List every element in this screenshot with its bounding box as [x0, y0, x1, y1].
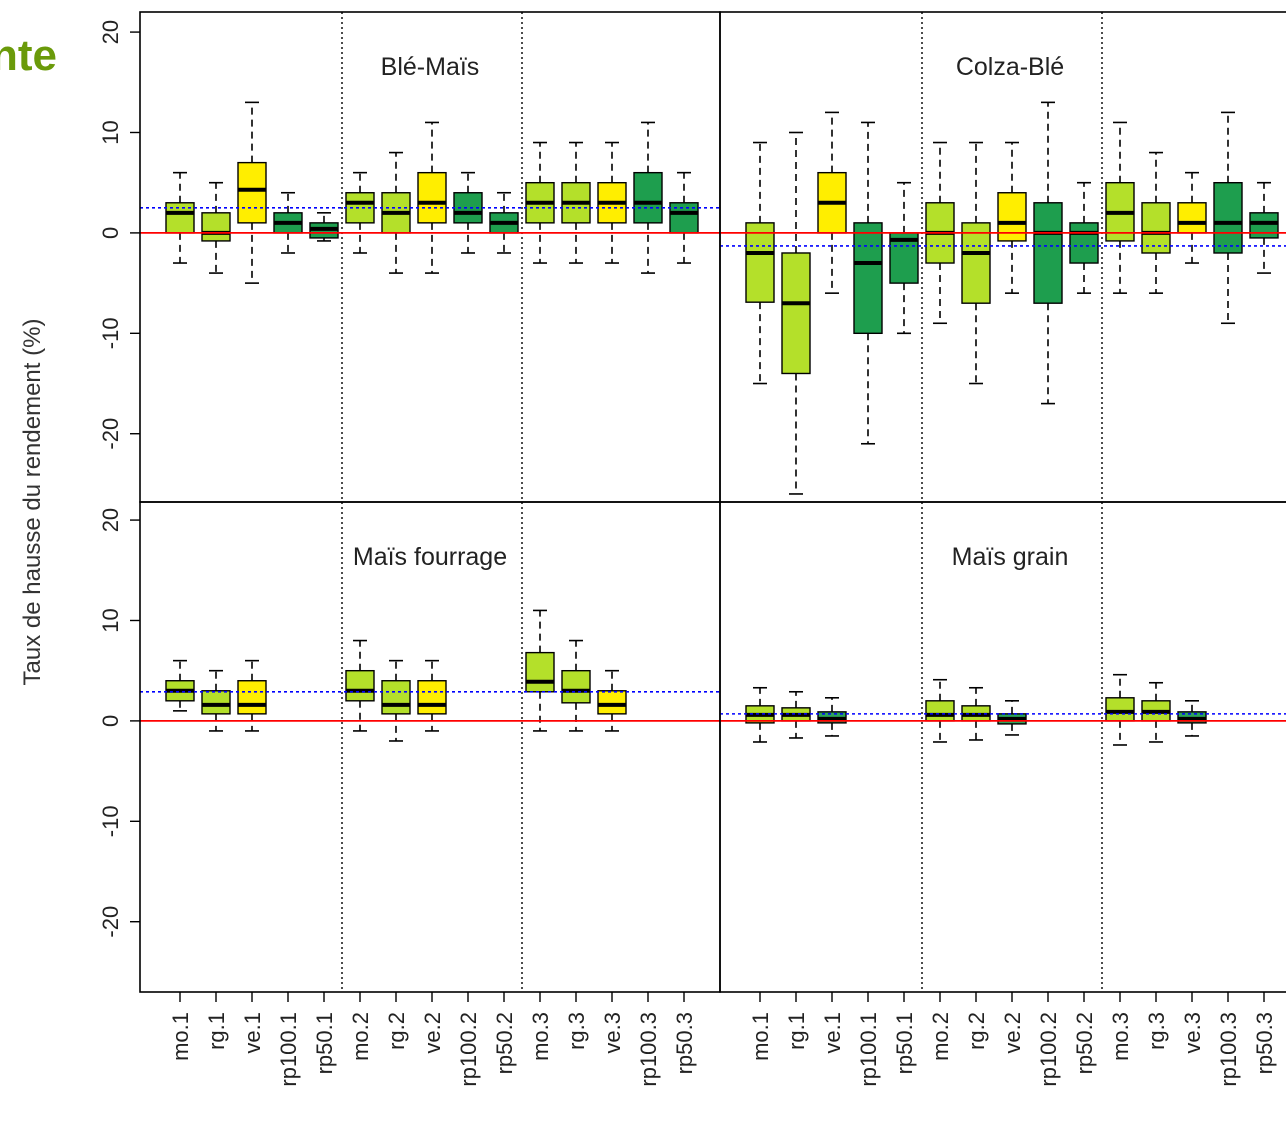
x-tick-label: rg.1: [784, 1012, 809, 1050]
x-tick-label: ve.2: [1000, 1012, 1025, 1054]
x-tick-label: rp50.1: [312, 1012, 337, 1074]
x-tick-label: rp50.3: [672, 1012, 697, 1074]
x-tick-label: rp100.1: [856, 1012, 881, 1087]
box: [525, 651, 555, 693]
x-tick-label: ve.3: [600, 1012, 625, 1054]
x-tick-label: ve.1: [820, 1012, 845, 1054]
x-tick-label: rp100.2: [1036, 1012, 1061, 1087]
x-tick-label: mo.1: [168, 1012, 193, 1061]
box: [345, 669, 375, 702]
box: [1033, 202, 1063, 304]
x-tick-label: rp50.2: [492, 1012, 517, 1074]
panel-frame: [139, 11, 721, 503]
y-tick-label: 0: [98, 227, 123, 239]
panel-frame: [719, 501, 1286, 993]
y-tick-label: 20: [98, 508, 123, 532]
x-tick-label: rp50.3: [1252, 1012, 1277, 1074]
box: [1105, 697, 1135, 722]
panel-title: Blé-Maïs: [381, 53, 480, 81]
y-axis-label: Taux de hausse du rendement (%): [19, 319, 46, 686]
box: [237, 680, 267, 715]
x-tick-label: rp100.3: [1216, 1012, 1241, 1087]
box: [961, 222, 991, 304]
panel-title: Maïs fourrage: [353, 543, 507, 571]
box: [417, 171, 447, 224]
panel-title: Maïs grain: [952, 543, 1069, 571]
page-title: nte: [0, 31, 57, 80]
x-tick-label: rg.3: [1144, 1012, 1169, 1050]
x-tick-label: ve.2: [420, 1012, 445, 1054]
x-tick-label: rp50.1: [892, 1012, 917, 1074]
y-tick-label: -20: [98, 418, 123, 450]
x-tick-label: rp100.2: [456, 1012, 481, 1087]
y-tick-label: -10: [98, 317, 123, 349]
x-tick-label: rg.2: [384, 1012, 409, 1050]
box: [201, 212, 231, 242]
y-tick-label: 20: [98, 20, 123, 44]
x-tick-label: rg.1: [204, 1012, 229, 1050]
box: [1213, 181, 1243, 254]
x-tick-label: rg.2: [964, 1012, 989, 1050]
box: [201, 690, 231, 715]
box: [853, 222, 883, 335]
x-tick-label: rp50.2: [1072, 1012, 1097, 1074]
x-tick-label: mo.2: [928, 1012, 953, 1061]
x-tick-label: mo.2: [348, 1012, 373, 1061]
y-tick-label: -10: [98, 805, 123, 837]
panel-title: Colza-Blé: [956, 53, 1064, 81]
box: [561, 669, 591, 704]
x-tick-label: rg.3: [564, 1012, 589, 1050]
box: [781, 252, 811, 375]
x-tick-label: rp100.1: [276, 1012, 301, 1087]
y-tick-label: 10: [98, 608, 123, 632]
box: [633, 171, 663, 224]
x-tick-label: ve.3: [1180, 1012, 1205, 1054]
box: [417, 680, 447, 715]
y-tick-label: -20: [98, 906, 123, 938]
x-tick-label: ve.1: [240, 1012, 265, 1054]
box: [1141, 202, 1171, 254]
y-tick-label: 10: [98, 120, 123, 144]
box: [237, 161, 267, 224]
box: [1249, 212, 1279, 239]
x-tick-label: rp100.3: [636, 1012, 661, 1087]
x-tick-label: mo.1: [748, 1012, 773, 1061]
x-tick-label: mo.3: [1108, 1012, 1133, 1061]
box: [1069, 222, 1099, 264]
panel-frame: [139, 501, 721, 993]
box: [597, 690, 627, 715]
box: [745, 222, 775, 303]
box: [1177, 202, 1207, 234]
y-tick-label: 0: [98, 715, 123, 727]
box: [925, 700, 955, 722]
x-tick-label: mo.3: [528, 1012, 553, 1061]
box: [381, 680, 411, 715]
